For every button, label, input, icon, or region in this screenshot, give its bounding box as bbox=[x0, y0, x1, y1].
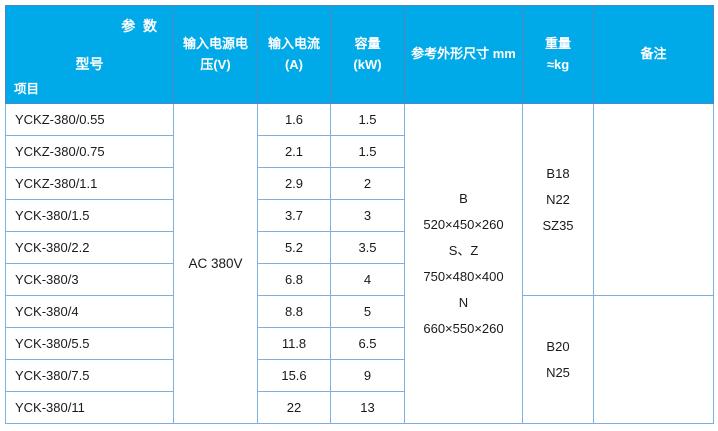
model-cell: YCK-380/2.2 bbox=[5, 231, 174, 264]
header-capacity: 容量 (kW) bbox=[330, 5, 405, 104]
current-cell: 1.6 bbox=[257, 103, 331, 136]
current-cell: 2.1 bbox=[257, 135, 331, 168]
current-cell: 2.9 bbox=[257, 167, 331, 200]
table-row: YCK-380/5.5 11.8 6.5 bbox=[5, 327, 714, 360]
capacity-cell: 1.5 bbox=[330, 103, 405, 136]
table-row: YCK-380/3 6.8 4 bbox=[5, 263, 714, 296]
table-row: YCK-380/11 22 13 bbox=[5, 391, 714, 424]
header-model-label: 型号 bbox=[75, 56, 104, 72]
capacity-cell: 1.5 bbox=[330, 135, 405, 168]
capacity-cell: 3.5 bbox=[330, 231, 405, 264]
header-corner-cell: 参 数 型号 项目 bbox=[5, 5, 174, 104]
current-cell: 15.6 bbox=[257, 359, 331, 392]
capacity-cell: 2 bbox=[330, 167, 405, 200]
current-cell: 3.7 bbox=[257, 199, 331, 232]
model-cell: YCK-380/11 bbox=[5, 391, 174, 424]
capacity-cell: 4 bbox=[330, 263, 405, 296]
parameter-table: 参 数 型号 项目 输入电源电 压(V) 输入电流 (A) 容量 (kW) 参考… bbox=[5, 5, 714, 424]
current-cell: 22 bbox=[257, 391, 331, 424]
table-row: YCK-380/4 8.8 5 B20 N25 bbox=[5, 295, 714, 424]
capacity-cell: 9 bbox=[330, 359, 405, 392]
current-cell: 6.8 bbox=[257, 263, 331, 296]
weight-group1-cell: B18 N22 SZ35 bbox=[522, 103, 594, 296]
model-cell: YCK-380/7.5 bbox=[5, 359, 174, 392]
header-weight: 重量 ≈kg bbox=[522, 5, 594, 104]
capacity-cell: 6.5 bbox=[330, 327, 405, 360]
header-voltage: 输入电源电 压(V) bbox=[173, 5, 258, 104]
capacity-cell: 5 bbox=[330, 295, 405, 328]
table-row: YCK-380/7.5 15.6 9 bbox=[5, 359, 714, 392]
model-cell: YCKZ-380/0.75 bbox=[5, 135, 174, 168]
header-dimensions: 参考外形尺寸 mm bbox=[404, 5, 523, 104]
model-cell: YCKZ-380/1.1 bbox=[5, 167, 174, 200]
model-cell: YCK-380/5.5 bbox=[5, 327, 174, 360]
model-cell: YCK-380/4 bbox=[5, 295, 174, 328]
header-current: 输入电流 (A) bbox=[257, 5, 331, 104]
notes-group1-cell bbox=[593, 103, 714, 296]
current-cell: 5.2 bbox=[257, 231, 331, 264]
capacity-cell: 13 bbox=[330, 391, 405, 424]
header-row: 参 数 型号 项目 输入电源电 压(V) 输入电流 (A) 容量 (kW) 参考… bbox=[5, 5, 714, 104]
table-row: YCKZ-380/0.75 2.1 1.5 bbox=[5, 135, 714, 168]
table-row: YCKZ-380/1.1 2.9 2 bbox=[5, 167, 714, 200]
table-row: YCKZ-380/0.55 AC 380V 1.6 1.5 B 520×450×… bbox=[5, 103, 714, 424]
table-body: YCKZ-380/0.55 AC 380V 1.6 1.5 B 520×450×… bbox=[5, 103, 714, 424]
model-cell: YCK-380/1.5 bbox=[5, 199, 174, 232]
voltage-merged-cell: AC 380V bbox=[173, 103, 258, 424]
current-cell: 11.8 bbox=[257, 327, 331, 360]
table-row: YCK-380/2.2 5.2 3.5 bbox=[5, 231, 714, 264]
table-header: 参 数 型号 项目 输入电源电 压(V) 输入电流 (A) 容量 (kW) 参考… bbox=[5, 5, 714, 104]
current-cell: 8.8 bbox=[257, 295, 331, 328]
dimensions-merged-cell: B 520×450×260 S、Z 750×480×400 N 660×550×… bbox=[404, 103, 523, 424]
weight-group2-cell: B20 N25 bbox=[522, 295, 594, 424]
header-notes: 备注 bbox=[593, 5, 714, 104]
header-item-label: 项目 bbox=[14, 81, 40, 96]
capacity-cell: 3 bbox=[330, 199, 405, 232]
model-cell: YCKZ-380/0.55 bbox=[5, 103, 174, 136]
notes-group2-cell bbox=[593, 295, 714, 424]
header-parameter-label: 参 数 bbox=[121, 18, 157, 34]
model-cell: YCK-380/3 bbox=[5, 263, 174, 296]
